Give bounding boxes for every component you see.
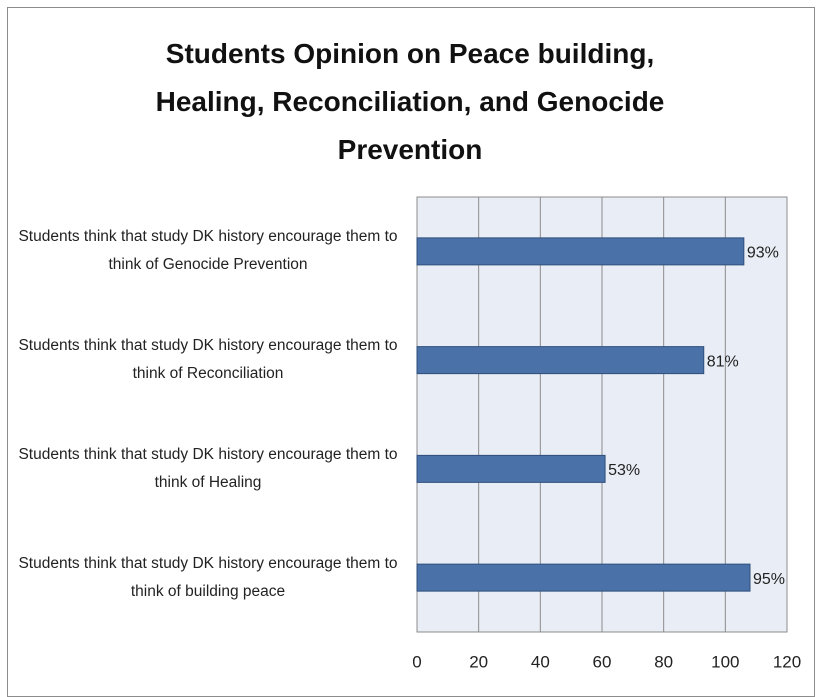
- x-tick-label: 80: [654, 652, 673, 671]
- bar: [416, 563, 751, 592]
- value-label: 95%: [753, 571, 785, 588]
- bar: [416, 237, 745, 266]
- category-label: Students think that study DK history enc…: [18, 228, 398, 274]
- category-label: Students think that study DK history enc…: [18, 554, 398, 600]
- bar: [416, 346, 705, 375]
- value-label: 53%: [608, 462, 640, 479]
- x-tick-label: 20: [469, 652, 488, 671]
- value-label: 81%: [707, 353, 739, 370]
- chart-title: Students Opinion on Peace building, Heal…: [155, 38, 665, 165]
- x-tick-label: 0: [412, 652, 421, 671]
- category-label: Students think that study DK history enc…: [18, 445, 398, 491]
- x-tick-label: 120: [773, 652, 801, 671]
- bar: [416, 454, 606, 483]
- value-label: 93%: [747, 245, 779, 262]
- category-label: Students think that study DK history enc…: [18, 337, 398, 383]
- x-tick-label: 100: [711, 652, 739, 671]
- x-tick-label: 40: [531, 652, 550, 671]
- x-tick-label: 60: [593, 652, 612, 671]
